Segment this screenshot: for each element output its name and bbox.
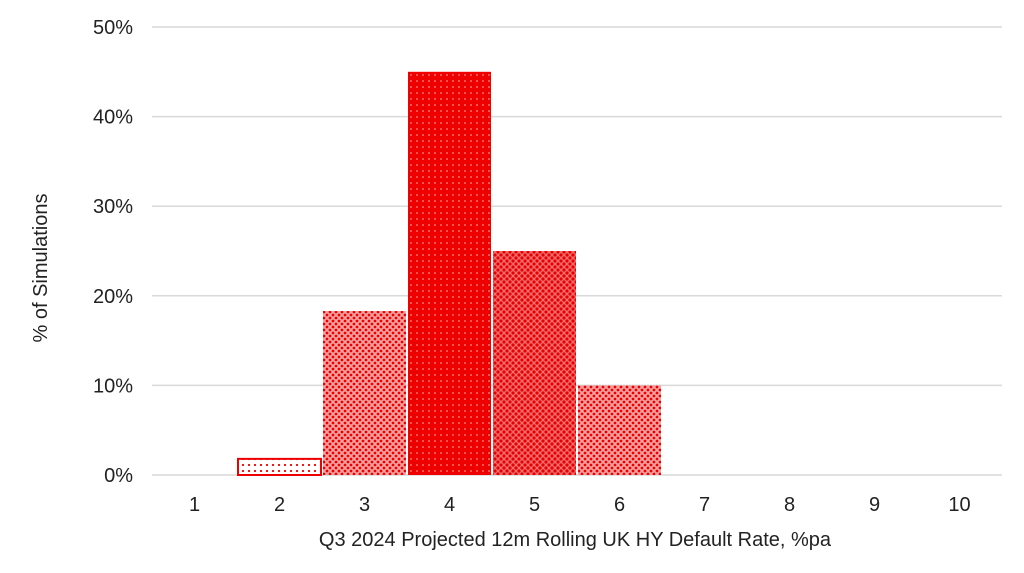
x-tick-label: 6	[614, 494, 625, 516]
x-tick-label: 3	[359, 494, 370, 516]
y-axis-tick-labels: 0% 10% 20% 30% 40% 50%	[93, 17, 133, 487]
bar-4	[408, 71, 491, 476]
x-axis-tick-labels: 1 2 3 4 5 6 7 8 9 10	[189, 494, 971, 516]
gridlines	[152, 26, 1002, 476]
y-tick-label: 0%	[104, 465, 133, 487]
bar-6	[578, 385, 661, 475]
x-axis-title: Q3 2024 Projected 12m Rolling UK HY Defa…	[319, 529, 832, 551]
x-tick-label: 1	[189, 494, 200, 516]
y-tick-label: 30%	[93, 196, 133, 218]
bar-5	[493, 251, 576, 475]
y-tick-label: 40%	[93, 107, 133, 129]
y-axis-title: % of Simulations	[30, 194, 52, 343]
x-tick-label: 7	[699, 494, 710, 516]
y-tick-label: 20%	[93, 286, 133, 308]
x-tick-label: 9	[869, 494, 880, 516]
y-tick-label: 50%	[93, 17, 133, 39]
x-tick-label: 10	[948, 494, 970, 516]
bar-2	[237, 457, 322, 477]
y-tick-label: 10%	[93, 375, 133, 397]
x-tick-label: 8	[784, 494, 795, 516]
bars	[237, 71, 661, 477]
bar-3	[323, 311, 406, 475]
x-tick-label: 5	[529, 494, 540, 516]
x-tick-label: 4	[444, 494, 455, 516]
x-tick-label: 2	[274, 494, 285, 516]
